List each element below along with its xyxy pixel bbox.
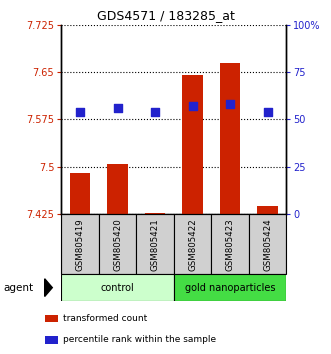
Text: GSM805421: GSM805421 (151, 218, 160, 271)
Bar (61, 274, 174, 301)
Text: percentile rank within the sample: percentile rank within the sample (63, 335, 216, 344)
Bar (99, 214, 136, 274)
Point (77, 109, 83, 115)
Bar (174, 274, 286, 301)
Bar (70, 173, 90, 214)
Bar (220, 63, 240, 214)
Text: GSM805423: GSM805423 (225, 218, 235, 271)
Point (115, 105, 120, 111)
Text: gold nanoparticles: gold nanoparticles (185, 282, 275, 293)
Polygon shape (45, 279, 52, 297)
Text: GDS4571 / 183285_at: GDS4571 / 183285_at (97, 9, 234, 22)
Text: GSM805419: GSM805419 (75, 218, 84, 270)
Bar (249, 214, 286, 274)
Point (190, 103, 195, 109)
Bar (45, 315, 58, 322)
Point (152, 109, 158, 115)
Bar (136, 214, 174, 274)
Bar (145, 213, 166, 214)
Bar (211, 214, 249, 274)
Bar (182, 75, 203, 214)
Text: transformed count: transformed count (63, 314, 147, 323)
Bar (45, 336, 58, 344)
Point (227, 102, 233, 107)
Bar (174, 214, 211, 274)
Point (265, 109, 270, 115)
Bar (257, 206, 278, 214)
Text: control: control (101, 282, 134, 293)
Bar (61, 214, 99, 274)
Text: GSM805422: GSM805422 (188, 218, 197, 271)
Text: GSM805424: GSM805424 (263, 218, 272, 271)
Bar (107, 164, 128, 214)
Text: agent: agent (3, 282, 33, 293)
Text: GSM805420: GSM805420 (113, 218, 122, 271)
